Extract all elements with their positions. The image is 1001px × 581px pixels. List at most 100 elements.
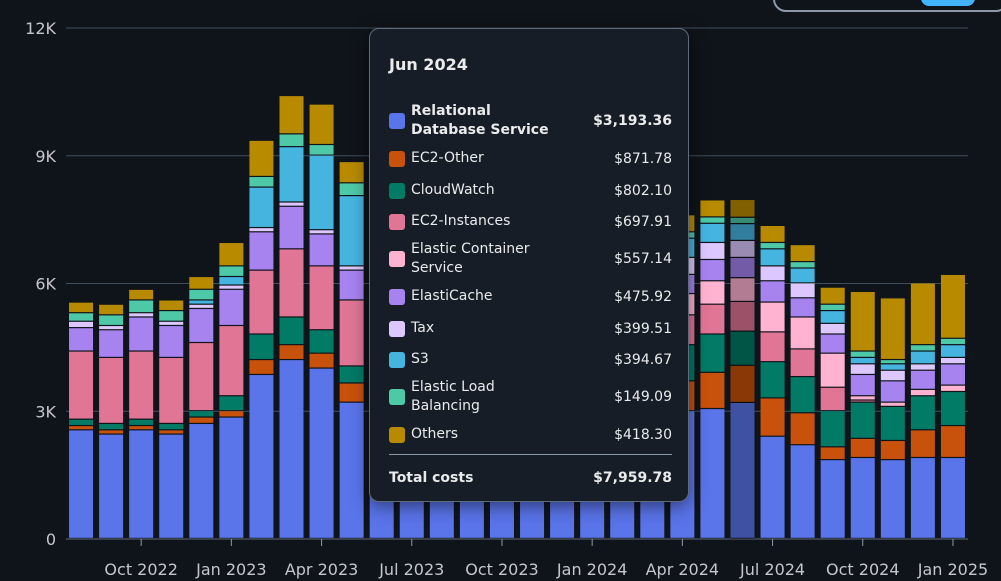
bar-segment[interactable] (69, 351, 94, 419)
bar-segment[interactable] (790, 445, 815, 538)
bar-segment[interactable] (820, 323, 845, 334)
bar-stack[interactable] (730, 200, 755, 540)
bar-segment[interactable] (159, 326, 184, 357)
bar-segment[interactable] (129, 289, 154, 300)
bar-segment[interactable] (249, 228, 274, 232)
bar-segment[interactable] (249, 187, 274, 227)
bar-segment[interactable] (910, 389, 935, 396)
bar-stack[interactable] (790, 245, 815, 538)
bar-segment[interactable] (309, 234, 334, 266)
bar-segment[interactable] (219, 417, 244, 538)
bar-segment[interactable] (69, 419, 94, 425)
bar-segment[interactable] (219, 396, 244, 411)
bar-segment[interactable] (279, 360, 304, 538)
bar-segment[interactable] (880, 381, 905, 402)
bar-stack[interactable] (159, 300, 184, 538)
bar-segment[interactable] (790, 245, 815, 262)
bar-segment[interactable] (189, 343, 214, 411)
bar-segment[interactable] (760, 436, 785, 538)
bar-stack[interactable] (940, 274, 965, 538)
bar-segment[interactable] (940, 338, 965, 345)
bar-segment[interactable] (700, 243, 725, 259)
bar-segment[interactable] (910, 430, 935, 457)
bar-segment[interactable] (309, 155, 334, 230)
bar-stack[interactable] (309, 104, 334, 538)
bar-segment[interactable] (700, 409, 725, 538)
bar-stack[interactable] (850, 292, 875, 538)
bar-segment[interactable] (730, 403, 755, 538)
bar-segment[interactable] (339, 266, 364, 270)
bar-segment[interactable] (279, 147, 304, 202)
bar-segment[interactable] (249, 177, 274, 187)
bar-segment[interactable] (820, 447, 845, 460)
bar-segment[interactable] (219, 285, 244, 289)
bar-segment[interactable] (880, 441, 905, 460)
bar-segment[interactable] (850, 400, 875, 402)
bar-segment[interactable] (159, 321, 184, 325)
bar-segment[interactable] (880, 402, 905, 406)
bar-segment[interactable] (760, 362, 785, 398)
bar-segment[interactable] (99, 358, 124, 423)
bar-segment[interactable] (339, 196, 364, 266)
bar-segment[interactable] (790, 262, 815, 268)
bar-segment[interactable] (189, 300, 214, 304)
bar-segment[interactable] (189, 304, 214, 308)
bar-segment[interactable] (850, 438, 875, 457)
bar-stack[interactable] (820, 287, 845, 538)
bar-segment[interactable] (339, 366, 364, 383)
bar-segment[interactable] (880, 364, 905, 370)
bar-segment[interactable] (730, 365, 755, 402)
bar-segment[interactable] (820, 304, 845, 310)
bar-segment[interactable] (940, 364, 965, 385)
bar-stack[interactable] (189, 277, 214, 538)
bar-segment[interactable] (700, 200, 725, 217)
bar-segment[interactable] (760, 226, 785, 242)
bar-segment[interactable] (129, 313, 154, 317)
bar-segment[interactable] (700, 304, 725, 334)
bar-segment[interactable] (850, 351, 875, 357)
bar-segment[interactable] (279, 96, 304, 134)
bar-segment[interactable] (339, 183, 364, 196)
bar-segment[interactable] (910, 345, 935, 351)
bar-segment[interactable] (129, 317, 154, 351)
bar-segment[interactable] (700, 217, 725, 223)
bar-segment[interactable] (339, 300, 364, 366)
bar-segment[interactable] (790, 268, 815, 283)
bar-segment[interactable] (850, 292, 875, 351)
bar-segment[interactable] (189, 424, 214, 538)
bar-segment[interactable] (790, 377, 815, 413)
bar-segment[interactable] (309, 230, 334, 234)
bar-segment[interactable] (730, 217, 755, 224)
bar-segment[interactable] (249, 140, 274, 176)
bar-segment[interactable] (159, 358, 184, 423)
bar-segment[interactable] (910, 283, 935, 345)
bar-segment[interactable] (279, 134, 304, 147)
bar-segment[interactable] (940, 458, 965, 538)
bar-segment[interactable] (880, 360, 905, 364)
bar-segment[interactable] (249, 360, 274, 374)
bar-segment[interactable] (69, 302, 94, 313)
bar-segment[interactable] (69, 321, 94, 328)
bar-segment[interactable] (730, 331, 755, 365)
bar-segment[interactable] (279, 317, 304, 345)
bar-segment[interactable] (940, 358, 965, 364)
bar-segment[interactable] (820, 387, 845, 411)
bar-segment[interactable] (700, 372, 725, 408)
bar-segment[interactable] (339, 383, 364, 402)
bar-stack[interactable] (249, 140, 274, 538)
bar-segment[interactable] (69, 313, 94, 321)
bar-segment[interactable] (339, 402, 364, 538)
bar-segment[interactable] (309, 353, 334, 368)
bar-segment[interactable] (730, 258, 755, 278)
bar-segment[interactable] (249, 232, 274, 270)
bar-segment[interactable] (910, 370, 935, 389)
bar-segment[interactable] (820, 287, 845, 304)
bar-segment[interactable] (99, 326, 124, 330)
bar-segment[interactable] (249, 375, 274, 538)
bar-segment[interactable] (189, 411, 214, 417)
bar-segment[interactable] (309, 145, 334, 155)
bar-segment[interactable] (189, 277, 214, 289)
bar-segment[interactable] (940, 392, 965, 425)
bar-segment[interactable] (880, 460, 905, 538)
bar-segment[interactable] (940, 426, 965, 457)
